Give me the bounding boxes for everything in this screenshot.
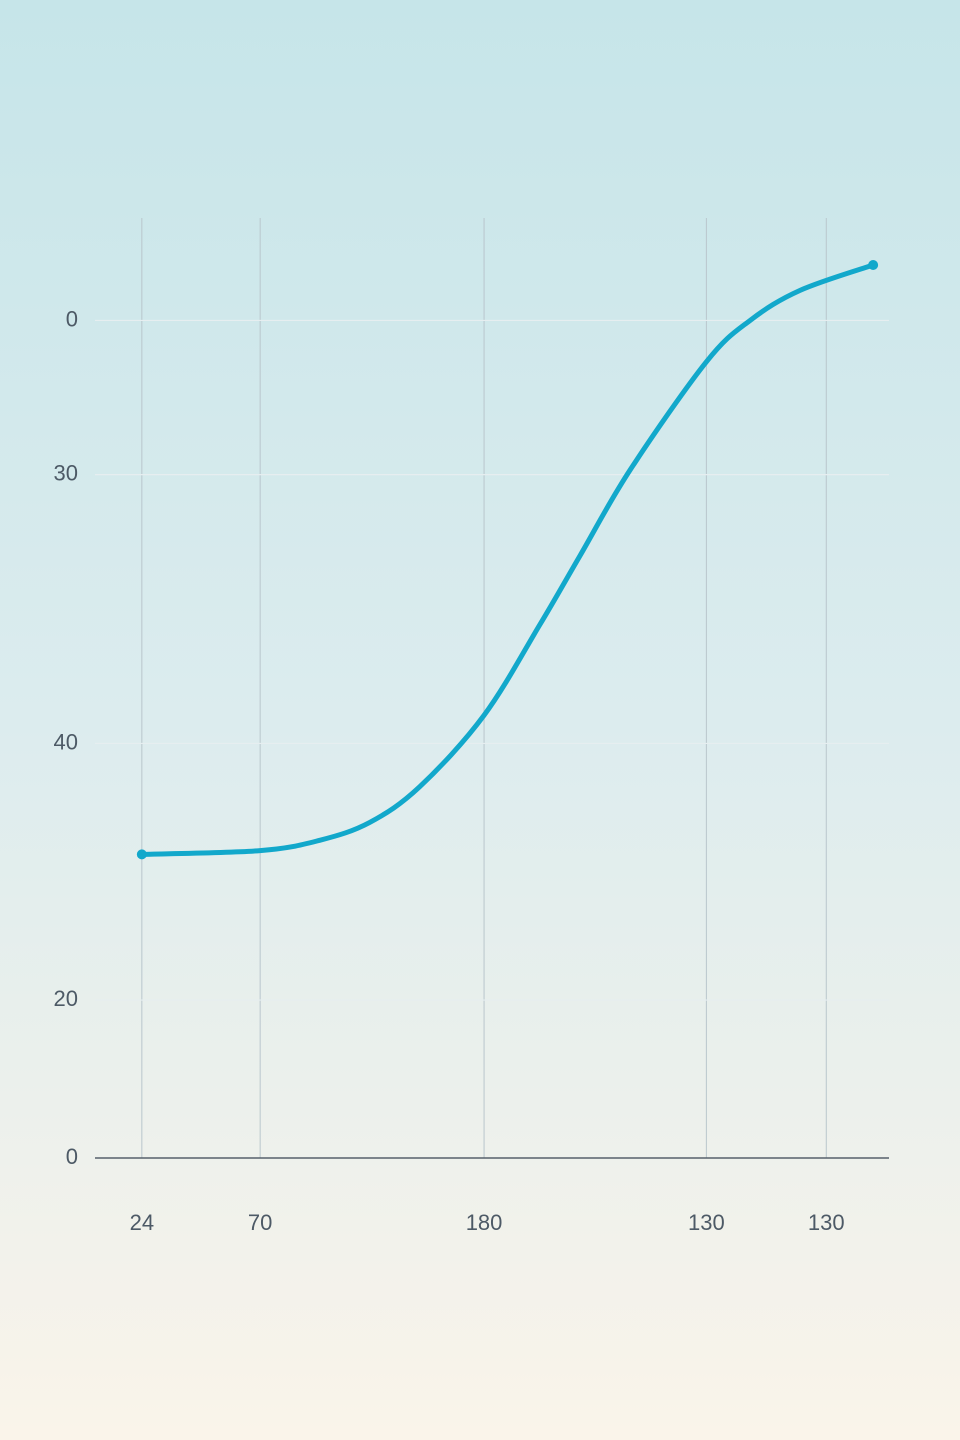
y-tick-label: 0 — [66, 1144, 78, 1169]
x-tick-label: 130 — [808, 1210, 845, 1235]
line — [139, 262, 876, 857]
y-tick-label: 0 — [66, 306, 78, 331]
y-tick-label: 20 — [54, 986, 78, 1011]
x-tick-label: 24 — [130, 1210, 154, 1235]
end-point — [868, 260, 879, 270]
y-tick-label: 30 — [54, 460, 78, 485]
y-tick-label: 40 — [54, 729, 78, 754]
x-tick-label: 130 — [688, 1210, 725, 1235]
x-tick-label: 70 — [248, 1210, 272, 1235]
x-tick-label: 180 — [466, 1210, 503, 1235]
end-point — [136, 849, 147, 860]
